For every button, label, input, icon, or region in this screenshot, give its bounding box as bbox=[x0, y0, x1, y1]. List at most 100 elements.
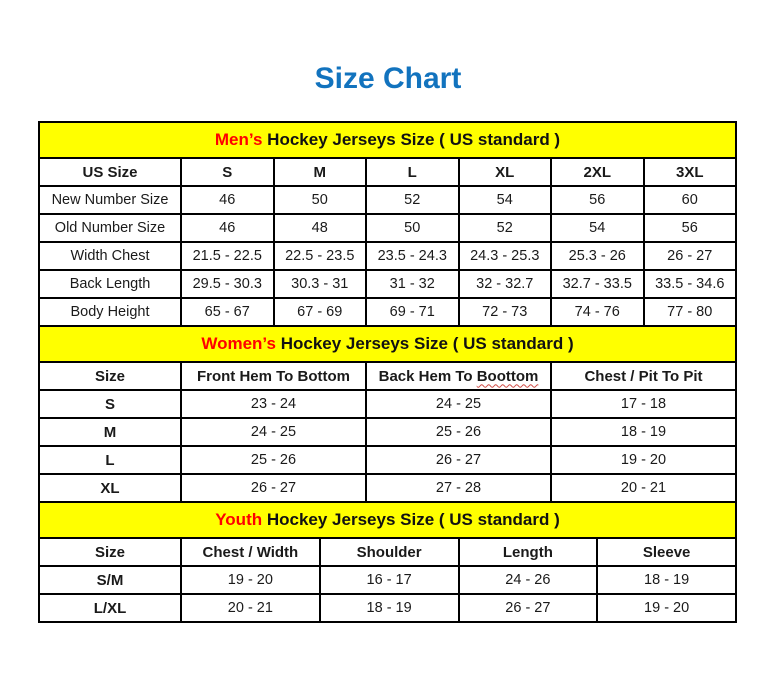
table-cell: 46 bbox=[180, 213, 275, 243]
column-header: XL bbox=[457, 157, 552, 187]
mens-header-row: US Size S M L XL 2XL 3XL bbox=[38, 157, 737, 187]
row-label: New Number Size bbox=[38, 185, 182, 215]
table-cell: 60 bbox=[642, 185, 737, 215]
column-header: Front Hem To Bottom bbox=[180, 361, 367, 391]
size-chart: Men’s Hockey Jerseys Size ( US standard … bbox=[38, 121, 737, 623]
table-cell: 56 bbox=[550, 185, 645, 215]
table-cell: 33.5 - 34.6 bbox=[642, 269, 737, 299]
womens-banner-highlight: Women’s bbox=[201, 334, 276, 353]
table-cell: 25 - 26 bbox=[365, 417, 552, 447]
table-row: M 24 - 25 25 - 26 18 - 19 bbox=[38, 417, 737, 447]
table-cell: 27 - 28 bbox=[365, 473, 552, 503]
table-cell: 25 - 26 bbox=[180, 445, 367, 475]
table-cell: 52 bbox=[457, 213, 552, 243]
row-label: XL bbox=[38, 473, 182, 503]
table-row: Width Chest 21.5 - 22.5 22.5 - 23.5 23.5… bbox=[38, 241, 737, 271]
column-header: Back Hem To Boottom bbox=[365, 361, 552, 391]
youth-banner-text: Hockey Jerseys Size ( US standard ) bbox=[266, 510, 560, 529]
youth-section-banner: Youth Hockey Jerseys Size ( US standard … bbox=[38, 501, 737, 539]
column-header: S bbox=[180, 157, 275, 187]
table-cell: 46 bbox=[180, 185, 275, 215]
womens-section-banner: Women’s Hockey Jerseys Size ( US standar… bbox=[38, 325, 737, 363]
womens-header-row: Size Front Hem To Bottom Back Hem To Boo… bbox=[38, 361, 737, 391]
table-cell: 54 bbox=[457, 185, 552, 215]
table-cell: 24 - 25 bbox=[365, 389, 552, 419]
table-row: S/M 19 - 20 16 - 17 24 - 26 18 - 19 bbox=[38, 565, 737, 595]
table-cell: 21.5 - 22.5 bbox=[180, 241, 275, 271]
row-label: S/M bbox=[38, 565, 182, 595]
table-cell: 26 - 27 bbox=[365, 445, 552, 475]
table-cell: 19 - 20 bbox=[596, 593, 737, 623]
table-cell: 52 bbox=[365, 185, 460, 215]
mens-section-banner: Men’s Hockey Jerseys Size ( US standard … bbox=[38, 121, 737, 159]
youth-size-table: Size Chest / Width Shoulder Length Sleev… bbox=[38, 537, 737, 623]
row-label: L/XL bbox=[38, 593, 182, 623]
youth-banner-highlight: Youth bbox=[215, 510, 263, 529]
column-header: Shoulder bbox=[318, 537, 460, 567]
column-header: Sleeve bbox=[596, 537, 737, 567]
table-cell: 26 - 27 bbox=[642, 241, 737, 271]
misspelled-word: Boottom bbox=[476, 367, 539, 385]
table-cell: 65 - 67 bbox=[180, 297, 275, 327]
table-cell: 23 - 24 bbox=[180, 389, 367, 419]
table-cell: 18 - 19 bbox=[596, 565, 737, 595]
column-header: Length bbox=[457, 537, 599, 567]
table-cell: 72 - 73 bbox=[457, 297, 552, 327]
table-row: Body Height 65 - 67 67 - 69 69 - 71 72 -… bbox=[38, 297, 737, 327]
row-label: Back Length bbox=[38, 269, 182, 299]
page-title: Size Chart bbox=[314, 62, 462, 95]
row-label: L bbox=[38, 445, 182, 475]
column-header-text: Back Hem To bbox=[378, 367, 473, 385]
table-cell: 31 - 32 bbox=[365, 269, 460, 299]
table-row: Old Number Size 46 48 50 52 54 56 bbox=[38, 213, 737, 243]
table-cell: 48 bbox=[272, 213, 367, 243]
table-cell: 16 - 17 bbox=[318, 565, 460, 595]
row-label: Old Number Size bbox=[38, 213, 182, 243]
column-header: Size bbox=[38, 361, 182, 391]
table-cell: 50 bbox=[365, 213, 460, 243]
table-cell: 56 bbox=[642, 213, 737, 243]
table-cell: 25.3 - 26 bbox=[550, 241, 645, 271]
table-row: XL 26 - 27 27 - 28 20 - 21 bbox=[38, 473, 737, 503]
table-cell: 19 - 20 bbox=[550, 445, 737, 475]
table-cell: 19 - 20 bbox=[180, 565, 321, 595]
column-header: 3XL bbox=[642, 157, 737, 187]
table-row: L 25 - 26 26 - 27 19 - 20 bbox=[38, 445, 737, 475]
table-cell: 32 - 32.7 bbox=[457, 269, 552, 299]
table-cell: 20 - 21 bbox=[180, 593, 321, 623]
mens-size-table: US Size S M L XL 2XL 3XL New Number Size… bbox=[38, 157, 737, 327]
mens-banner-highlight: Men’s bbox=[214, 130, 263, 149]
table-row: L/XL 20 - 21 18 - 19 26 - 27 19 - 20 bbox=[38, 593, 737, 623]
womens-banner-text: Hockey Jerseys Size ( US standard ) bbox=[280, 334, 574, 353]
table-cell: 18 - 19 bbox=[550, 417, 737, 447]
table-cell: 74 - 76 bbox=[550, 297, 645, 327]
table-cell: 30.3 - 31 bbox=[272, 269, 367, 299]
table-cell: 24.3 - 25.3 bbox=[457, 241, 552, 271]
table-cell: 24 - 25 bbox=[180, 417, 367, 447]
youth-header-row: Size Chest / Width Shoulder Length Sleev… bbox=[38, 537, 737, 567]
table-row: Back Length 29.5 - 30.3 30.3 - 31 31 - 3… bbox=[38, 269, 737, 299]
column-header: Chest / Width bbox=[180, 537, 321, 567]
table-cell: 20 - 21 bbox=[550, 473, 737, 503]
table-cell: 54 bbox=[550, 213, 645, 243]
column-header: Size bbox=[38, 537, 182, 567]
table-cell: 32.7 - 33.5 bbox=[550, 269, 645, 299]
table-row: S 23 - 24 24 - 25 17 - 18 bbox=[38, 389, 737, 419]
row-label: M bbox=[38, 417, 182, 447]
column-header: M bbox=[272, 157, 367, 187]
table-cell: 24 - 26 bbox=[457, 565, 599, 595]
table-cell: 18 - 19 bbox=[318, 593, 460, 623]
row-label: Width Chest bbox=[38, 241, 182, 271]
table-row: New Number Size 46 50 52 54 56 60 bbox=[38, 185, 737, 215]
womens-size-table: Size Front Hem To Bottom Back Hem To Boo… bbox=[38, 361, 737, 503]
row-label: Body Height bbox=[38, 297, 182, 327]
table-cell: 26 - 27 bbox=[457, 593, 599, 623]
column-header: Chest / Pit To Pit bbox=[550, 361, 737, 391]
row-label: S bbox=[38, 389, 182, 419]
table-cell: 29.5 - 30.3 bbox=[180, 269, 275, 299]
table-cell: 22.5 - 23.5 bbox=[272, 241, 367, 271]
column-header: L bbox=[365, 157, 460, 187]
table-cell: 77 - 80 bbox=[642, 297, 737, 327]
table-cell: 17 - 18 bbox=[550, 389, 737, 419]
table-cell: 26 - 27 bbox=[180, 473, 367, 503]
